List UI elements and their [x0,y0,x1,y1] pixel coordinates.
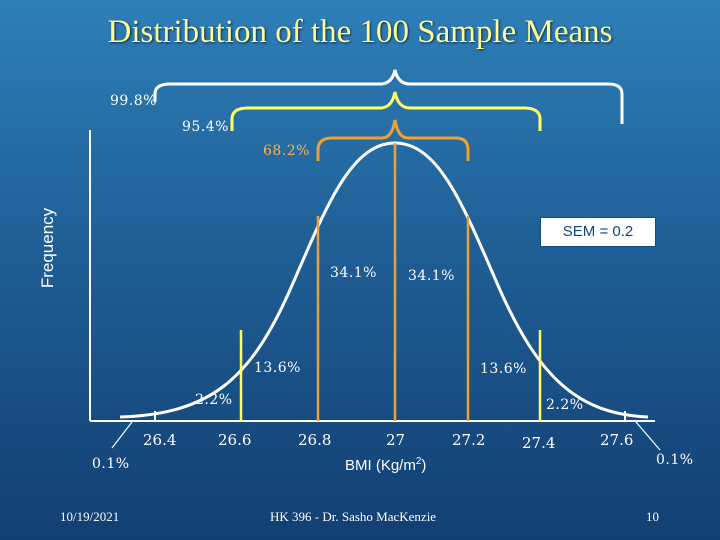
x-tick-label: 26.8 [298,431,332,449]
bracket-middle-label: 95.4% [182,119,229,135]
x-tick-label: 26.6 [218,431,252,449]
footer-date: 10/19/2021 [60,509,120,524]
x-axis-label: BMI (Kg/m2) [345,456,427,474]
bracket-outer-label: 99.8% [110,93,157,109]
region-center-right: 34.1% [408,268,455,284]
right-tail-pointer [635,421,661,451]
left-tail-pointer [111,421,133,449]
region-center-left: 34.1% [330,265,377,281]
x-tick-label: 27.4 [522,434,556,452]
bell-curve [119,141,649,419]
bracket-inner-label: 68.2% [263,143,310,159]
bracket-inner [316,119,470,161]
sem-badge: SEM = 0.2 [540,217,656,247]
x-tick-label: 27.2 [452,431,486,449]
region-extreme-right: 0.1% [656,452,694,468]
bracket-middle [230,91,542,131]
x-tick-label: 26.4 [143,431,177,449]
footer-page-number: 10 [646,509,659,524]
bracket-outer [153,69,624,124]
x-tick-label: 27 [386,431,406,449]
footer-course: HK 396 - Dr. Sasho MacKenzie [270,509,437,524]
region-tail-left: 2.2% [195,392,233,408]
region-extreme-left: 0.1% [92,456,130,472]
region-mid-left: 13.6% [254,360,301,376]
y-axis-label: Frequency [38,207,57,289]
region-tail-right: 2.2% [546,397,584,413]
x-tick-label: 27.6 [600,431,634,449]
slide-title: Distribution of the 100 Sample Means [107,14,613,50]
region-mid-right: 13.6% [480,361,527,377]
